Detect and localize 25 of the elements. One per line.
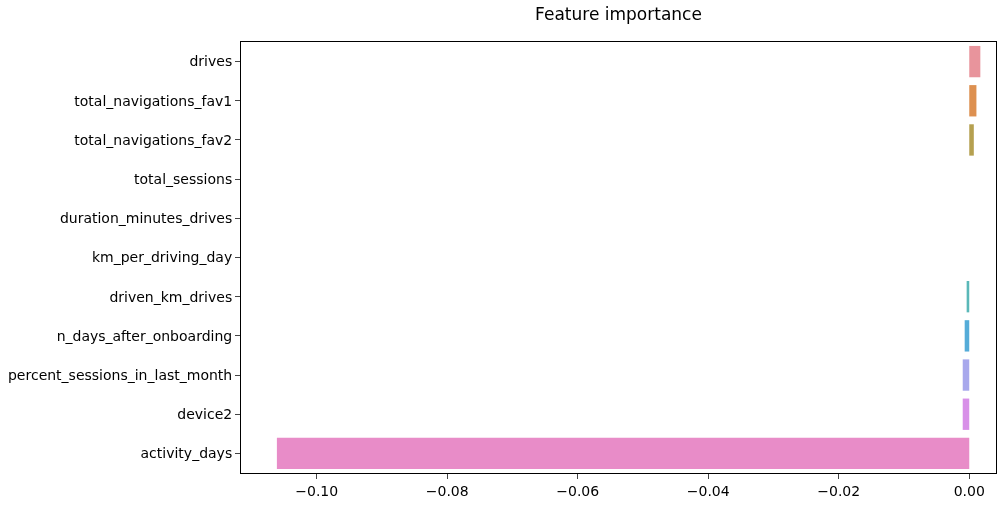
chart-title: Feature importance (535, 3, 702, 24)
bar (969, 45, 981, 78)
bar (964, 320, 970, 352)
y-tick-label: total_navigations_fav2 (74, 131, 233, 148)
y-tick-label: total_sessions (134, 171, 233, 188)
bar (962, 359, 970, 391)
x-tick-label: −0.10 (295, 482, 339, 499)
x-tick-label: −0.02 (817, 482, 861, 499)
y-tick-label: device2 (177, 406, 233, 423)
y-tick-label: activity_days (140, 445, 233, 462)
y-tick-label: n_days_after_onboarding (56, 327, 233, 344)
y-tick-label: percent_sessions_in_last_month (8, 366, 233, 383)
y-tick-label: driven_km_drives (109, 288, 233, 305)
bar (276, 437, 970, 470)
bar (962, 398, 970, 430)
bar (969, 124, 974, 156)
x-tick-label: −0.04 (686, 482, 730, 499)
y-tick-label: duration_minutes_drives (59, 210, 233, 227)
bar (969, 85, 977, 117)
y-tick-label: km_per_driving_day (91, 249, 233, 266)
y-tick-label: total_navigations_fav1 (74, 92, 233, 109)
x-tick-label: 0.00 (953, 482, 985, 499)
x-tick-label: −0.08 (425, 482, 469, 499)
y-tick-label: drives (189, 53, 233, 70)
x-tick-label: −0.06 (556, 482, 600, 499)
